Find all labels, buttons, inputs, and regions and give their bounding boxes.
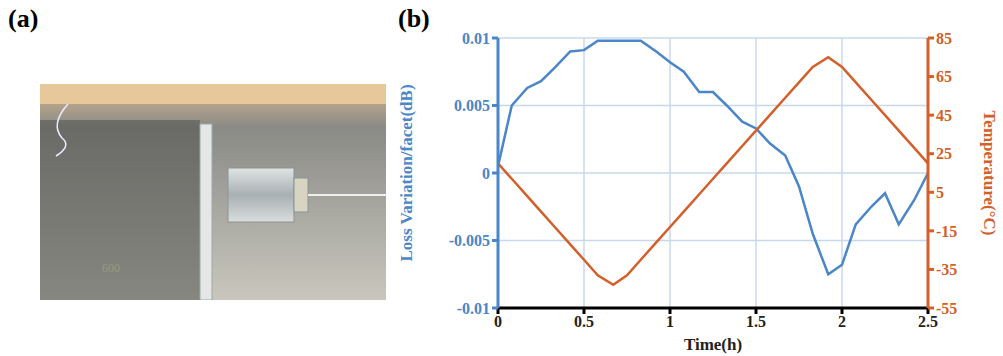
svg-text:-0.005: -0.005 [449, 232, 490, 249]
svg-text:1.5: 1.5 [746, 313, 766, 330]
svg-text:0: 0 [482, 165, 490, 182]
html-text:(b): (b) [398, 4, 430, 33]
svg-text:0.01: 0.01 [462, 30, 490, 47]
svg-text:45: 45 [936, 107, 952, 124]
svg-text:600: 600 [102, 261, 120, 275]
svg-text:-15: -15 [936, 223, 957, 240]
svg-text:-0.01: -0.01 [457, 300, 490, 317]
svg-text:1: 1 [666, 313, 674, 330]
svg-text:0.005: 0.005 [454, 97, 490, 114]
svg-text:Loss Variation/facet(dB): Loss Variation/facet(dB) [398, 84, 416, 261]
svg-text:-35: -35 [936, 261, 957, 278]
svg-text:Temperature(°C): Temperature(°C) [980, 111, 998, 236]
svg-text:85: 85 [936, 30, 952, 47]
svg-text:2.5: 2.5 [918, 313, 938, 330]
svg-text:65: 65 [936, 68, 952, 85]
svg-text:5: 5 [936, 184, 944, 201]
svg-text:-55: -55 [936, 300, 957, 317]
svg-text:0.5: 0.5 [574, 313, 594, 330]
svg-text:25: 25 [936, 145, 952, 162]
svg-text:0: 0 [494, 313, 502, 330]
svg-text:2: 2 [838, 313, 846, 330]
svg-text:Time(h): Time(h) [684, 335, 742, 354]
html-text:(a): (a) [8, 4, 39, 33]
